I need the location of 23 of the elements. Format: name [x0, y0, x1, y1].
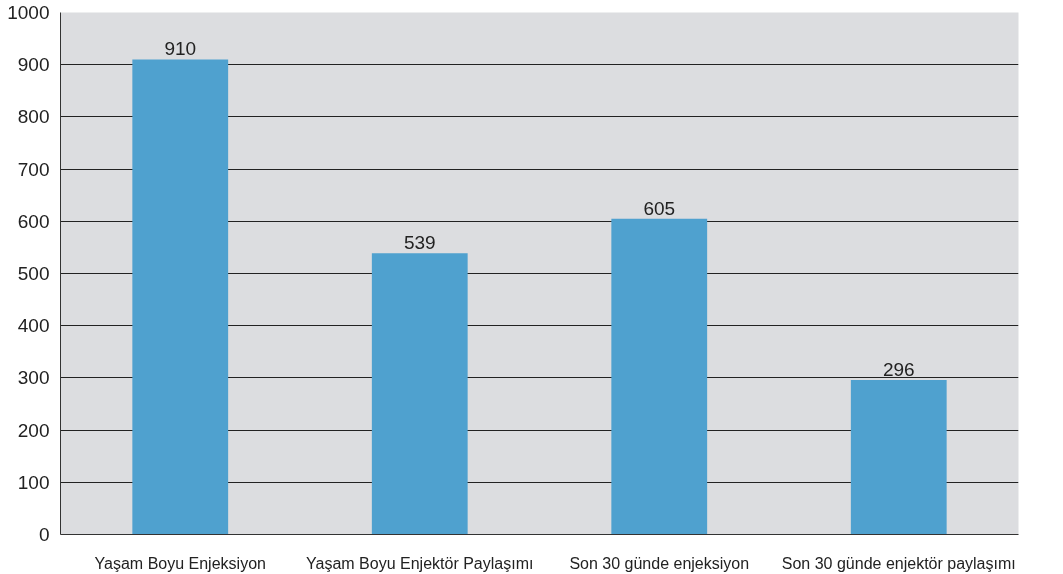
- data-label: 910: [164, 38, 197, 60]
- x-tick-label: Son 30 günde enjeksiyon: [569, 554, 750, 572]
- bar: [611, 218, 708, 535]
- y-tick-label: 600: [17, 210, 50, 232]
- y-tick-label: 700: [17, 158, 50, 180]
- y-tick-label: 500: [17, 263, 50, 284]
- y-tick-label: 200: [17, 419, 50, 441]
- x-tick-label: Yaşam Boyu Enjektör Paylaşımı: [306, 554, 534, 572]
- bar: [132, 59, 229, 535]
- x-tick-label: Son 30 günde enjektör paylaşımı: [781, 554, 1016, 572]
- data-label: 539: [403, 232, 436, 254]
- x-tick-label: Yaşam Boyu Enjeksiyon: [94, 554, 266, 572]
- y-tick-label: 400: [17, 315, 50, 337]
- y-tick-label: 900: [17, 54, 50, 76]
- data-label: 296: [882, 358, 915, 380]
- y-tick-label: 300: [17, 367, 50, 389]
- y-tick-label: 800: [17, 106, 50, 128]
- y-tick-label: 1000: [7, 2, 50, 23]
- y-tick-label: 100: [17, 471, 50, 493]
- y-tick-label: 0: [38, 524, 50, 545]
- bar: [850, 379, 947, 535]
- bar: [371, 253, 468, 535]
- data-label: 605: [643, 197, 676, 219]
